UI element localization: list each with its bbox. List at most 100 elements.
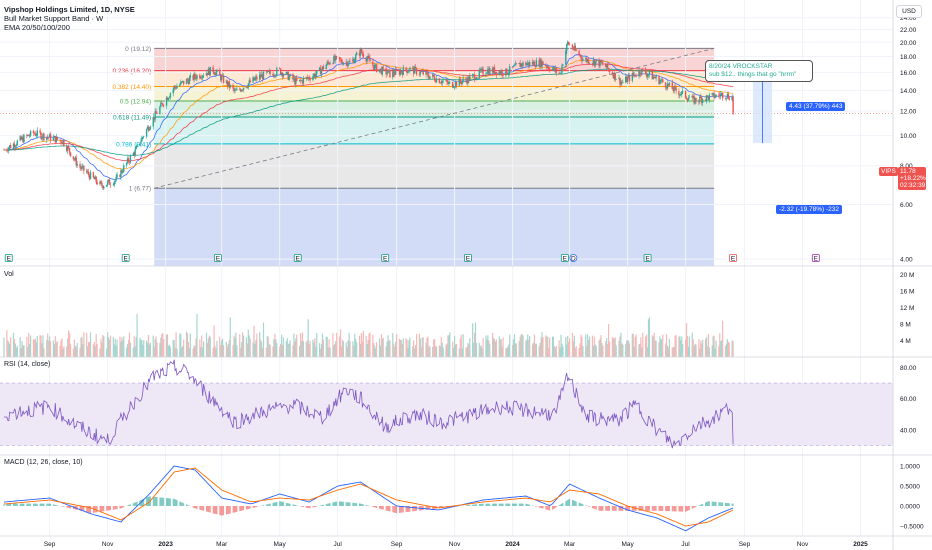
macd-histogram-bar	[249, 506, 251, 509]
candle-body	[338, 56, 341, 60]
macd-histogram-bar	[228, 506, 230, 514]
candle-body	[262, 71, 265, 80]
macd-histogram-bar	[705, 502, 707, 506]
measure-down-label[interactable]: -2.32 (-19.78%) -232	[776, 205, 842, 214]
macd-histogram-bar	[161, 497, 163, 506]
volume-bar	[12, 332, 15, 357]
volume-bar	[359, 343, 362, 357]
volume-bar	[422, 337, 424, 357]
volume-bar	[89, 332, 92, 357]
candle-body	[359, 48, 362, 56]
candle-body	[212, 66, 214, 73]
candle-body	[602, 62, 604, 65]
macd-histogram-bar	[387, 506, 389, 511]
candle-body	[332, 63, 334, 64]
macd-histogram-bar	[692, 506, 694, 509]
candle-body	[681, 91, 683, 95]
volume-bar	[338, 336, 341, 357]
event-marker[interactable]: E	[560, 254, 569, 263]
event-marker[interactable]: D	[569, 254, 578, 263]
macd-histogram-bar	[722, 502, 724, 506]
text-note[interactable]: 8/20/24 VROCKSTAR sub $12.. things that …	[705, 60, 813, 82]
volume-bar	[28, 332, 30, 357]
macd-histogram-bar	[559, 504, 561, 506]
volume-bar	[426, 337, 428, 357]
event-marker[interactable]: E	[811, 254, 820, 263]
trend-line[interactable]	[0, 47, 893, 189]
event-marker[interactable]: E	[213, 254, 222, 263]
volume-bar	[573, 335, 575, 357]
candle-body	[633, 74, 635, 76]
time-axis-tick: Nov	[449, 541, 461, 548]
macd-histogram-bar	[232, 506, 234, 513]
macd-histogram-bar	[103, 506, 105, 512]
volume-bar	[185, 331, 188, 357]
event-marker[interactable]: E	[121, 254, 130, 263]
macd-histogram-bar	[396, 506, 398, 514]
macd-histogram-bar	[667, 506, 669, 512]
macd-histogram-bar	[681, 506, 683, 512]
candle-body	[627, 75, 630, 78]
candle-body	[219, 69, 221, 75]
event-marker[interactable]: E	[4, 254, 13, 263]
candle-body	[101, 183, 103, 186]
volume-bar	[23, 345, 25, 357]
volume-bar	[232, 345, 234, 357]
indicator-label-ema[interactable]: EMA 20/50/100/200	[4, 23, 70, 32]
macd-histogram-bar	[365, 505, 367, 506]
volume-bar	[454, 344, 457, 357]
volume-bar	[502, 337, 504, 357]
event-marker[interactable]: E	[643, 254, 652, 263]
candle-body	[162, 103, 164, 106]
volume-bar	[492, 337, 495, 357]
volume-bar	[519, 336, 521, 357]
macd-histogram-bar	[282, 501, 284, 506]
volume-bar	[494, 341, 497, 357]
volume-bar	[288, 343, 290, 357]
candle-body	[21, 137, 23, 140]
macd-histogram-bar	[708, 501, 710, 506]
macd-histogram-bar	[129, 504, 131, 506]
candle-body	[691, 95, 693, 98]
volume-bar	[220, 344, 222, 357]
volume-bar	[594, 344, 596, 357]
volume-bar	[103, 336, 105, 357]
candle-body	[402, 67, 404, 75]
macd-histogram-bar	[322, 504, 324, 506]
candle-body	[474, 79, 477, 80]
candle-body	[47, 137, 50, 138]
indicator-label-bmsb[interactable]: Bull Market Support Band · W	[4, 14, 104, 23]
volume-bar	[580, 334, 582, 357]
volume-bar	[139, 337, 141, 357]
candle-body	[369, 58, 371, 62]
macd-histogram-bar	[432, 506, 434, 510]
macd-histogram-bar	[239, 506, 241, 512]
macd-histogram-bar	[526, 503, 528, 506]
currency-button[interactable]: USD	[896, 5, 922, 18]
candle-body	[671, 82, 673, 90]
event-marker[interactable]: E	[463, 254, 472, 263]
volume-bar	[634, 336, 636, 357]
macd-histogram-bar	[205, 506, 207, 512]
volume-bar	[236, 345, 238, 357]
measure-up-label[interactable]: 4.43 (37.79%) 443	[786, 102, 846, 111]
macd-histogram-bar	[254, 506, 256, 508]
candle-body	[672, 89, 674, 91]
volume-bar	[95, 334, 97, 357]
candle-body	[278, 68, 281, 69]
candle-body	[13, 143, 16, 148]
volume-bar	[329, 347, 331, 357]
volume-bar	[469, 338, 471, 357]
event-marker[interactable]: E	[381, 254, 390, 263]
macd-histogram-bar	[355, 503, 357, 506]
event-marker[interactable]: E	[293, 254, 302, 263]
macd-histogram-bar	[32, 503, 34, 506]
event-marker-label: E	[296, 256, 301, 263]
volume-bar	[240, 347, 242, 357]
note-line-1: 8/20/24 VROCKSTAR	[709, 63, 773, 70]
macd-histogram-bar	[554, 506, 556, 508]
macd-histogram-bar	[633, 506, 635, 511]
event-marker[interactable]: E	[729, 254, 738, 263]
